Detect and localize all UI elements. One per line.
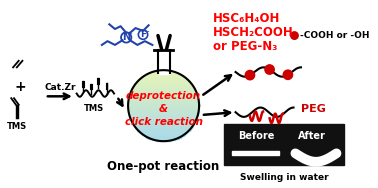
Bar [138, 81, 189, 82]
Bar [132, 89, 195, 90]
Bar [158, 50, 170, 74]
Bar [148, 74, 179, 75]
Bar [129, 115, 198, 116]
Bar [128, 103, 199, 104]
Text: PEG: PEG [301, 104, 326, 114]
Bar [128, 104, 199, 105]
Text: −: − [143, 29, 149, 35]
Bar [130, 93, 197, 94]
Text: +: + [127, 31, 132, 37]
Circle shape [245, 70, 255, 80]
Bar [132, 90, 195, 91]
Text: click reaction: click reaction [125, 117, 203, 127]
Circle shape [283, 70, 293, 80]
Bar [142, 134, 185, 135]
Text: Before: Before [239, 131, 275, 141]
Text: HSCH₂COOH: HSCH₂COOH [213, 26, 294, 39]
Bar [129, 96, 198, 97]
Bar [129, 110, 199, 111]
Bar [134, 125, 193, 126]
Bar [150, 73, 177, 74]
Bar [129, 100, 199, 101]
Bar [141, 78, 186, 79]
Bar [139, 80, 188, 81]
Bar [140, 79, 187, 80]
Bar [131, 92, 197, 93]
Bar [131, 119, 197, 120]
Bar [135, 127, 192, 128]
Bar [130, 94, 197, 95]
Bar [152, 139, 175, 140]
Bar [139, 131, 188, 132]
Bar [145, 75, 182, 76]
Text: HSC₆H₄OH: HSC₆H₄OH [213, 12, 280, 25]
Text: Cat.Zr: Cat.Zr [44, 83, 76, 92]
Bar [142, 77, 185, 78]
Text: or PEG-N₃: or PEG-N₃ [213, 40, 277, 53]
Circle shape [291, 32, 298, 39]
Text: &: & [159, 104, 168, 114]
Bar [135, 84, 192, 85]
Bar [128, 105, 199, 106]
Bar [152, 72, 175, 73]
Text: One-pot reaction: One-pot reaction [107, 160, 220, 173]
Bar [130, 116, 197, 117]
Bar [156, 71, 172, 72]
Bar [129, 114, 198, 115]
Bar [129, 112, 198, 113]
Bar [130, 117, 197, 118]
Text: deprotection: deprotection [126, 91, 201, 101]
Bar [146, 137, 181, 138]
Text: N: N [122, 32, 130, 42]
Bar [136, 129, 191, 130]
Bar [130, 95, 197, 96]
Bar [129, 111, 199, 112]
Bar [129, 113, 198, 114]
Bar [144, 135, 184, 136]
Bar [141, 133, 186, 134]
Bar [132, 122, 195, 123]
Bar [134, 86, 193, 87]
Text: Swelling in water: Swelling in water [240, 173, 328, 182]
Bar [136, 83, 191, 84]
Bar [224, 124, 344, 165]
Text: +: + [15, 80, 26, 94]
Bar [156, 140, 172, 141]
Text: After: After [298, 131, 325, 141]
Bar [232, 151, 279, 155]
Bar [128, 106, 199, 107]
Bar [132, 121, 196, 122]
Bar [137, 82, 190, 83]
Bar [135, 85, 193, 86]
Bar [129, 97, 198, 98]
Bar [140, 132, 187, 133]
Text: F: F [140, 30, 146, 39]
Bar [128, 108, 199, 109]
Bar [131, 91, 196, 92]
Bar [148, 138, 179, 139]
Bar [145, 136, 182, 137]
Bar [129, 101, 199, 102]
Bar [133, 87, 194, 88]
Bar [131, 120, 196, 121]
Text: TMS: TMS [7, 122, 27, 130]
Bar [129, 99, 198, 100]
Bar [144, 76, 184, 77]
Bar [130, 118, 197, 119]
Bar [133, 88, 194, 89]
Text: -COOH or -OH: -COOH or -OH [300, 31, 370, 40]
Bar [135, 126, 193, 127]
Bar [133, 124, 194, 125]
Bar [128, 109, 199, 110]
Bar [129, 98, 198, 99]
Circle shape [265, 65, 274, 74]
Bar [132, 123, 195, 124]
Text: TMS: TMS [84, 104, 104, 113]
Bar [128, 107, 199, 108]
Bar [128, 102, 199, 103]
Bar [138, 130, 189, 131]
Bar [136, 128, 191, 129]
